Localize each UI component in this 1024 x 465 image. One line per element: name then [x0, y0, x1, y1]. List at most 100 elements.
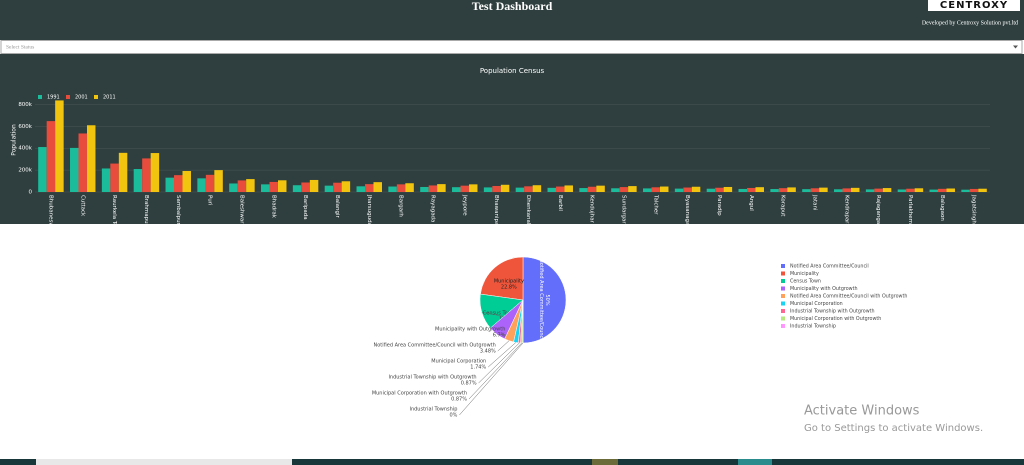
bar: [882, 188, 892, 192]
bar: [770, 189, 779, 192]
bar: [229, 183, 238, 192]
status-select[interactable]: [0, 40, 1023, 54]
legend-label[interactable]: Municipal Corporation with Outgrowth: [790, 316, 881, 322]
legend-swatch[interactable]: [781, 294, 785, 298]
legend-swatch[interactable]: [66, 95, 70, 99]
bar: [341, 181, 351, 192]
legend-swatch[interactable]: [781, 271, 785, 276]
y-tick-label: 800k: [18, 102, 32, 108]
select-arrow[interactable]: [1013, 45, 1018, 49]
bar: [524, 186, 533, 192]
bar: [420, 186, 429, 192]
legend-swatch[interactable]: [781, 301, 785, 306]
watermark-title: Activate Windows: [804, 404, 920, 419]
slice-value: 0%: [449, 413, 457, 419]
bar: [897, 189, 907, 192]
pie-chart: Notified Area Committee/Council 50% Munici…: [372, 256, 907, 419]
legend-swatch[interactable]: [38, 95, 42, 99]
bar: [674, 188, 684, 192]
legend-label[interactable]: Industrial Township: [790, 324, 836, 330]
legend-label[interactable]: Notified Area Committee/Council with Out…: [790, 294, 907, 300]
bar: [969, 188, 979, 192]
bar-chart: 0 200k 400k 600k 800k Bhubaneswar Cuttack Raurk…: [18, 95, 990, 237]
bar: [596, 185, 605, 192]
bar: [787, 187, 796, 192]
bar: [929, 189, 939, 192]
bar: [246, 179, 255, 192]
bar: [133, 169, 143, 192]
legend-swatch[interactable]: [781, 316, 785, 321]
x-tick-label: Barbil: [557, 195, 563, 211]
legend-label[interactable]: Census Town: [790, 279, 821, 285]
bar: [874, 188, 883, 192]
legend-label[interactable]: Industrial Township with Outgrowth: [790, 309, 875, 315]
legend-label[interactable]: Municipality: [790, 271, 819, 277]
bar: [309, 179, 319, 192]
bar: [683, 187, 692, 192]
bar: [619, 187, 629, 192]
x-tick-label: Jharsuguda: [366, 194, 372, 226]
taskbar-search[interactable]: [36, 459, 292, 465]
bar: [428, 185, 438, 192]
credit: Developed by Centroxy Solution pvt.ltd: [922, 20, 1018, 26]
bar: [587, 186, 597, 192]
bar: [396, 184, 406, 192]
legend-swatch[interactable]: [781, 264, 785, 268]
slice-value: 0.87%: [451, 397, 467, 403]
bar: [38, 147, 47, 192]
slice-value: 3.48%: [480, 349, 496, 355]
legend-swatch[interactable]: [781, 309, 785, 313]
bar: [269, 181, 278, 192]
x-tick-label: Bhawanipatna: [493, 195, 499, 234]
bar: [174, 175, 183, 192]
bar: [150, 153, 160, 192]
bar: [101, 168, 111, 192]
bar: [214, 170, 223, 192]
legend-label[interactable]: Municipality with Outgrowth: [790, 286, 858, 292]
legend-swatch[interactable]: [94, 95, 98, 99]
bar: [810, 188, 820, 192]
x-tick-label: Cuttack: [79, 195, 85, 217]
bar: [946, 188, 955, 192]
bar: [86, 125, 96, 192]
dashboard-title: Test Dashboard: [472, 0, 553, 13]
legend-swatch[interactable]: [781, 324, 785, 328]
logo: CENTROXY: [940, 0, 1008, 11]
bar: [46, 121, 56, 192]
x-tick-label: Angul: [748, 195, 754, 211]
bar: [182, 170, 191, 192]
logo-box: [928, 0, 1020, 11]
x-tick-label: Bhadrak: [270, 195, 276, 219]
bar: [142, 158, 151, 192]
legend-swatch[interactable]: [781, 279, 785, 283]
pie-slice: [522, 256, 567, 344]
legend-label[interactable]: 2001: [75, 95, 88, 101]
slice-value: 0.87%: [461, 381, 477, 387]
legend-label[interactable]: 2011: [103, 95, 116, 101]
bar: [611, 188, 620, 192]
bar: [628, 186, 637, 192]
leader-line: [459, 342, 524, 416]
bar: [715, 187, 724, 192]
x-tick-label: Bhubaneswar: [47, 195, 53, 233]
taskbar-app[interactable]: [738, 459, 772, 465]
taskbar-app[interactable]: [592, 459, 618, 465]
y-axis-label: Population: [11, 124, 18, 156]
legend-label[interactable]: Notified Area Committee/Council: [790, 264, 869, 270]
bar: [842, 188, 851, 192]
legend-label[interactable]: 1991: [47, 95, 60, 101]
bar: [914, 188, 924, 192]
leader-line: [478, 342, 520, 384]
x-tick-label: Balugaon: [939, 195, 945, 221]
x-tick-label: Dhenkanal: [525, 195, 531, 225]
bar: [659, 186, 669, 192]
slice-value: 50%: [544, 294, 550, 305]
bar: [906, 188, 915, 192]
legend-swatch[interactable]: [781, 286, 785, 291]
bar: [483, 187, 493, 192]
bar: [778, 188, 788, 192]
leader-line: [497, 340, 510, 352]
legend-label[interactable]: Municipal Corporation: [790, 301, 843, 307]
bar: [356, 186, 366, 192]
leader-line: [488, 342, 517, 368]
